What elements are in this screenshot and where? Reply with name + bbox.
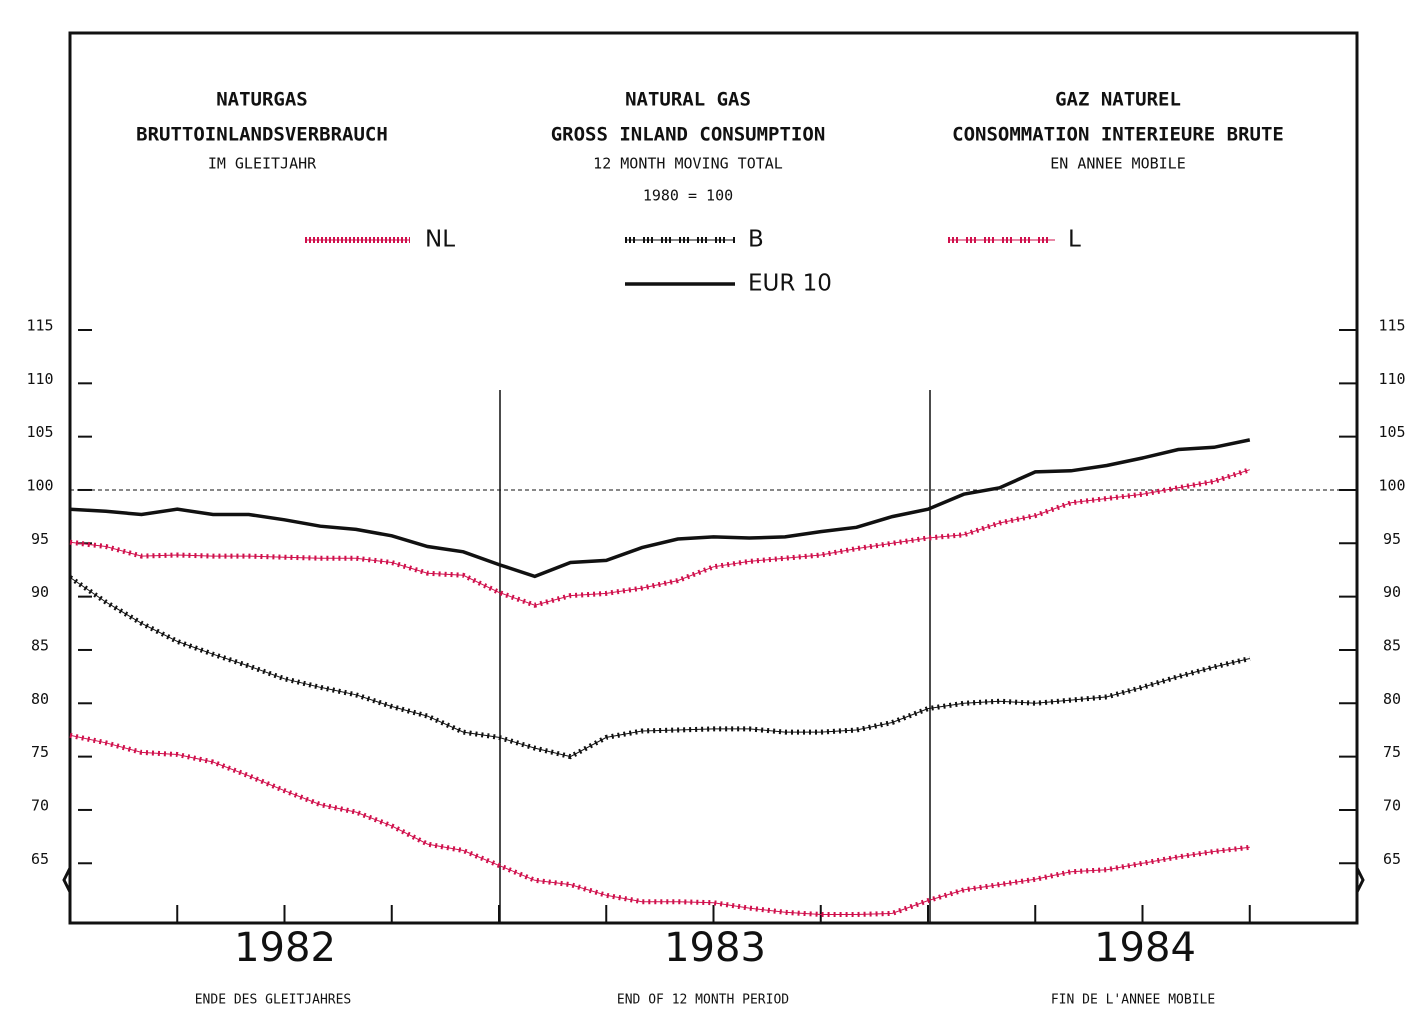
chart-title: 1980 = 100: [643, 187, 733, 205]
legend-label: NL: [425, 227, 455, 253]
year-label: 1984: [1094, 925, 1196, 971]
chart-title: NATURAL GAS: [625, 89, 751, 111]
series-line-core: [69, 576, 1250, 758]
y-tick-label: 85: [31, 636, 49, 654]
series-line: [69, 438, 1251, 579]
chart-title: CONSOMMATION INTERIEURE BRUTE: [952, 124, 1284, 146]
axis-break: [62, 867, 1365, 893]
y-tick-label: 80: [31, 690, 49, 708]
x-axis-label: ENDE DES GLEITJAHRES: [195, 993, 352, 1008]
year-label: 1982: [234, 925, 336, 971]
y-tick-label: 90: [1383, 583, 1401, 601]
y-tick-label: 115: [1378, 317, 1405, 335]
y-tick-label: 110: [1378, 370, 1405, 388]
legend-label: B: [748, 227, 764, 253]
chart-title: NATURGAS: [216, 89, 308, 111]
series-line: [68, 575, 1251, 760]
legend-label: EUR 10: [748, 271, 832, 297]
chart-title: BRUTTOINLANDSVERBRAUCH: [136, 124, 388, 146]
x-axis-label: END OF 12 MONTH PERIOD: [617, 993, 789, 1008]
chart-title: GROSS INLAND CONSUMPTION: [551, 124, 826, 146]
series-line-core: [69, 469, 1250, 606]
x-axis-label: FIN DE L'ANNEE MOBILE: [1051, 993, 1215, 1008]
y-tick-label: 105: [26, 423, 53, 441]
chart-title: IM GLEITJAHR: [208, 155, 317, 173]
year-label: 1983: [664, 925, 766, 971]
series-line-core: [69, 734, 1250, 915]
legend-label: L: [1068, 227, 1081, 253]
chart-title: EN ANNEE MOBILE: [1050, 155, 1185, 173]
y-tick-label: 70: [1383, 796, 1401, 814]
y-tick-label: 85: [1383, 636, 1401, 654]
chart-title: 12 MONTH MOVING TOTAL: [593, 155, 783, 173]
y-tick-label: 110: [26, 370, 53, 388]
y-tick-label: 95: [1383, 530, 1401, 548]
y-tick-label: 80: [1383, 690, 1401, 708]
y-tick-label: 100: [26, 476, 53, 494]
y-tick-label: 105: [1378, 423, 1405, 441]
y-tick-label: 75: [31, 743, 49, 761]
series-line: [69, 732, 1251, 917]
y-tick-label: 95: [31, 530, 49, 548]
y-tick-label: 75: [1383, 743, 1401, 761]
y-tick-label: 90: [31, 583, 49, 601]
y-tick-label: 100: [1378, 476, 1405, 494]
y-tick-label: 65: [31, 850, 49, 868]
chart-title: GAZ NATUREL: [1055, 89, 1181, 111]
y-tick-label: 65: [1383, 850, 1401, 868]
y-tick-label: 70: [31, 796, 49, 814]
y-tick-label: 115: [26, 317, 53, 335]
